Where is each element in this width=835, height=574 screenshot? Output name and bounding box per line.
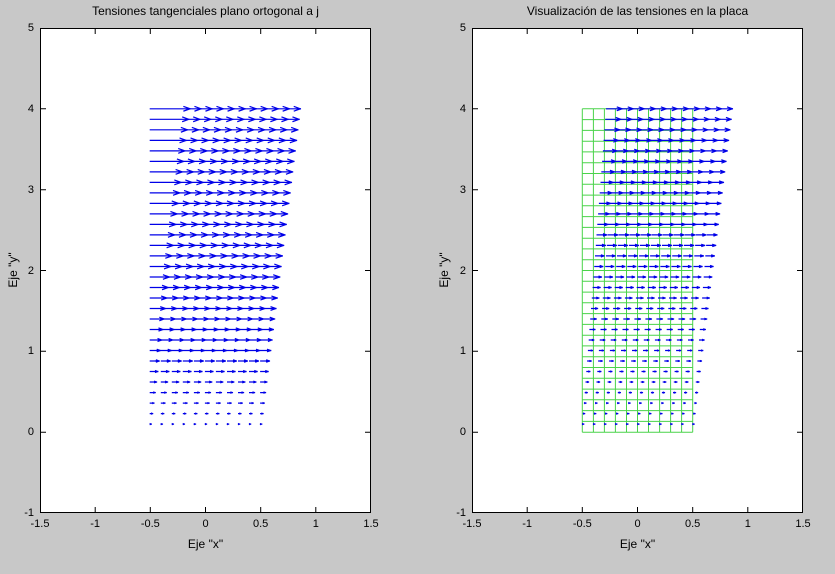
y-tick-label: 0 [27, 426, 34, 439]
plot-canvas [40, 28, 371, 513]
x-tick-label: 1 [312, 518, 319, 530]
y-tick-label: 3 [459, 183, 466, 196]
stress-arrows [149, 105, 302, 426]
axes-box [40, 28, 371, 513]
x-tick-label: -0.5 [572, 518, 592, 530]
x-tick-label: 1.5 [795, 518, 811, 530]
x-tick-label: -0.5 [140, 518, 160, 530]
y-tick-label: -1 [24, 507, 34, 519]
left-plot-area [40, 28, 371, 513]
y-tick-label: 4 [27, 102, 34, 115]
y-tick-label: 0 [459, 426, 466, 439]
x-tick-label: 0.5 [253, 518, 269, 530]
x-tick-label: 0.5 [685, 518, 701, 530]
y-tick-label: 5 [27, 22, 34, 34]
right-xaxis-label: Eje "x" [619, 537, 656, 551]
left-xaxis-label: Eje "x" [187, 537, 224, 551]
x-tick-label: -1.5 [30, 518, 50, 530]
plot-canvas [472, 28, 803, 513]
y-tick-label: 2 [27, 264, 34, 277]
y-tick-label: 4 [459, 102, 466, 115]
axis-tick-marks [472, 28, 803, 513]
stress-arrows [581, 106, 734, 426]
x-tick-label: 1.5 [363, 518, 379, 530]
right-plot-area [472, 28, 803, 513]
x-tick-label: 0 [634, 518, 641, 530]
right-plot-title: Visualización de las tensiones en la pla… [526, 4, 749, 18]
y-tick-label: 3 [27, 183, 34, 196]
x-tick-label: 1 [744, 518, 751, 530]
left-plot-title: Tensiones tangenciales plano ortogonal a… [92, 4, 319, 18]
x-tick-label: 0 [202, 518, 209, 530]
y-tick-label: 5 [459, 22, 466, 34]
y-tick-label: 1 [27, 345, 34, 358]
x-tick-label: -1 [90, 518, 101, 530]
y-tick-label: 1 [459, 345, 466, 358]
x-tick-label: -1 [522, 518, 533, 530]
axis-tick-marks [40, 28, 371, 513]
x-tick-label: -1.5 [462, 518, 482, 530]
y-tick-label: 2 [459, 264, 466, 277]
y-tick-label: -1 [456, 507, 466, 519]
